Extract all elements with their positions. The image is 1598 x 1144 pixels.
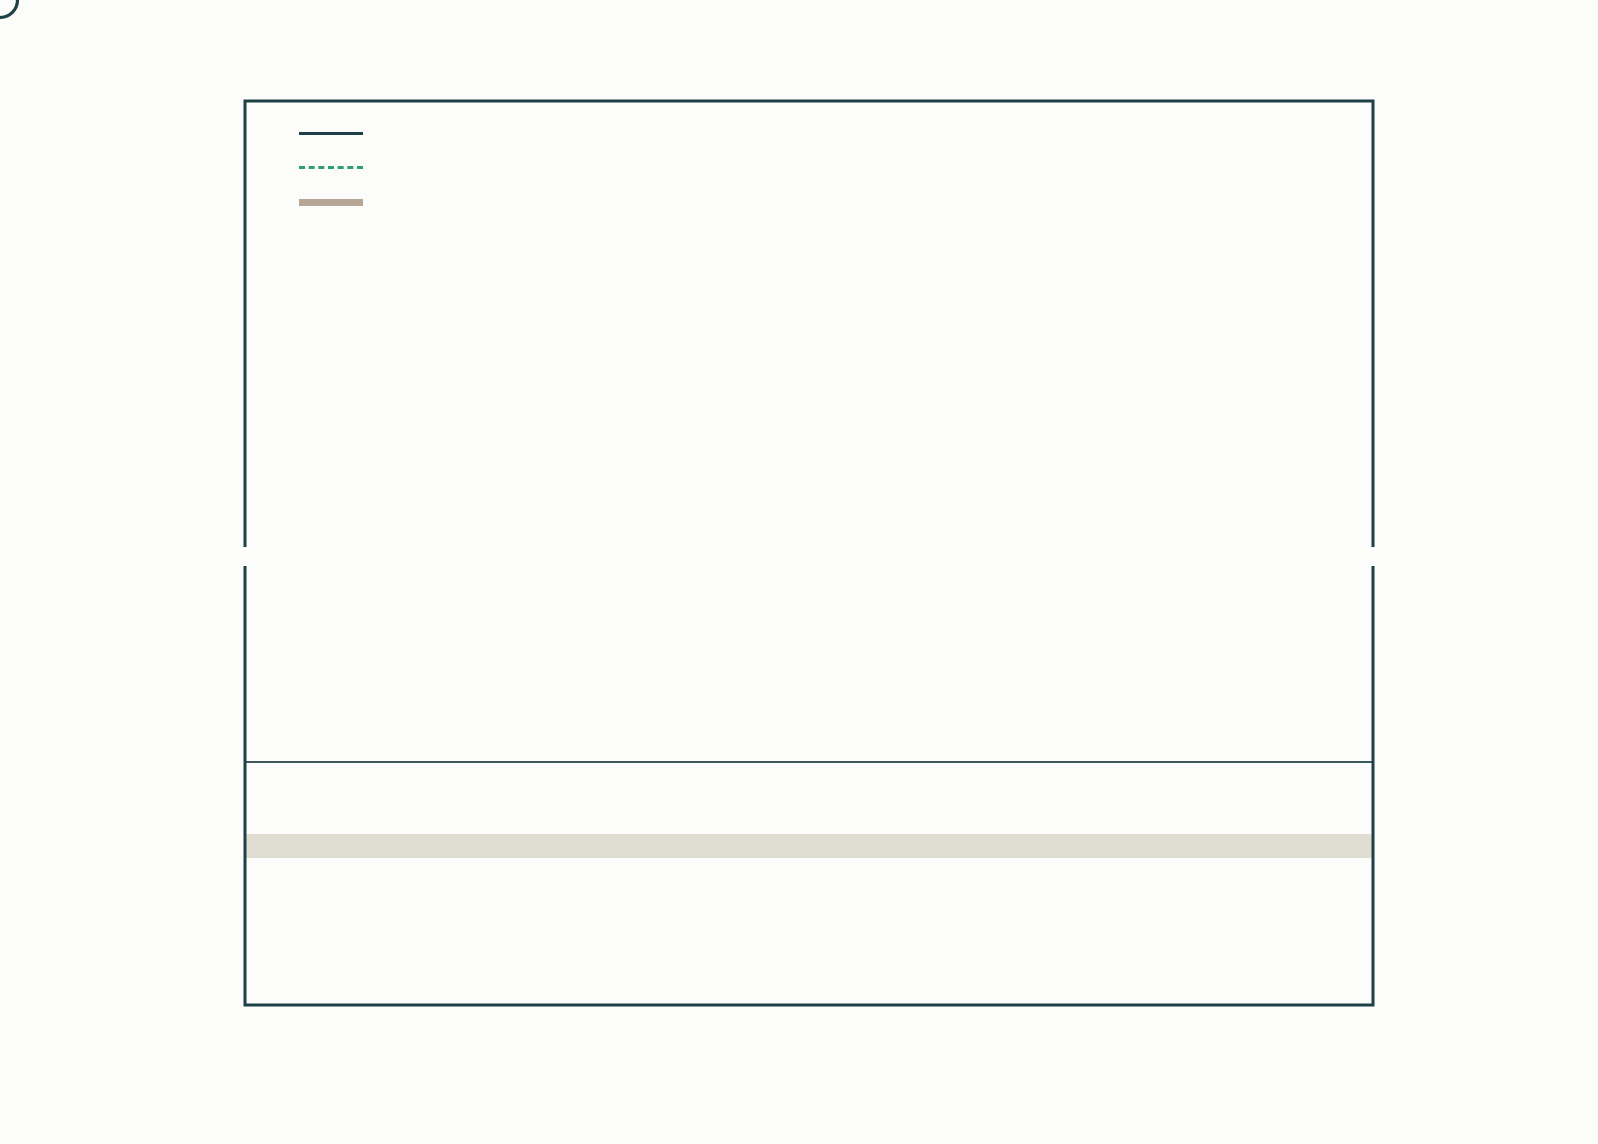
legend-swatch-two-year [299, 166, 363, 169]
discount-band [246, 834, 1372, 858]
annotation-circle [0, 0, 20, 20]
legend-swatch-ten-year [299, 199, 363, 206]
legend-swatch-fed-funds [299, 132, 363, 135]
